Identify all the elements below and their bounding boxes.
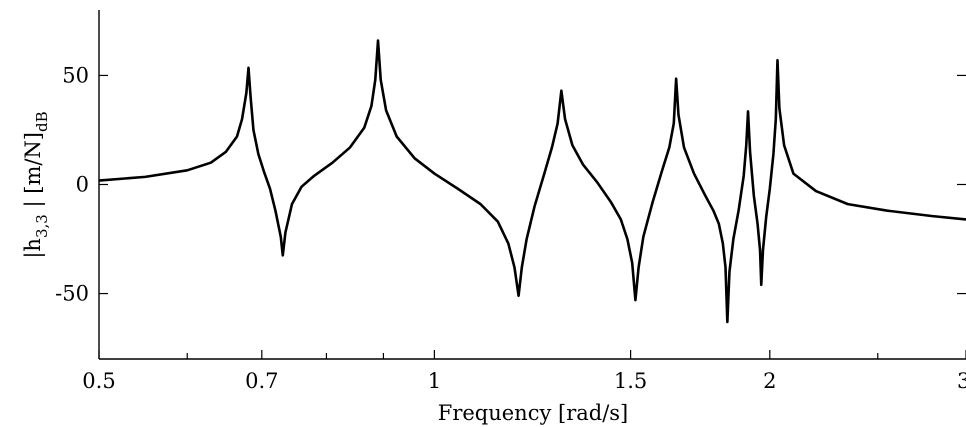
x-axis-title: Frequency [rad/s] <box>438 401 629 425</box>
frf-series-line <box>98 39 966 324</box>
y-tick-label: -50 <box>55 282 89 306</box>
y-tick-label: 0 <box>76 173 89 197</box>
x-tick-label: 2 <box>763 369 776 393</box>
y-axis-title: |h3,3 | [m/N]dB <box>21 111 51 258</box>
x-tick-label: 3 <box>957 369 966 393</box>
y-tick-label: 50 <box>62 63 89 87</box>
x-tick-label: 0.7 <box>245 369 278 393</box>
y-axis-title-subscript: 3,3 <box>33 214 51 238</box>
x-tick-label: 1.5 <box>614 369 647 393</box>
x-tick-label: 1 <box>428 369 441 393</box>
x-tick-label: 0.5 <box>82 369 115 393</box>
y-ticks: 50 0 -50 <box>55 63 966 306</box>
y-axis-title-middle: | [m/N] <box>21 132 46 214</box>
x-ticks: 0.5 0.7 1 1.5 2 3 <box>82 350 966 393</box>
y-axis-title-prefix: |h <box>21 238 46 259</box>
chart-area: 50 0 -50 0.5 0.7 1 1.5 2 3 <box>55 10 966 393</box>
y-axis-title-unit-subscript: dB <box>33 111 51 132</box>
